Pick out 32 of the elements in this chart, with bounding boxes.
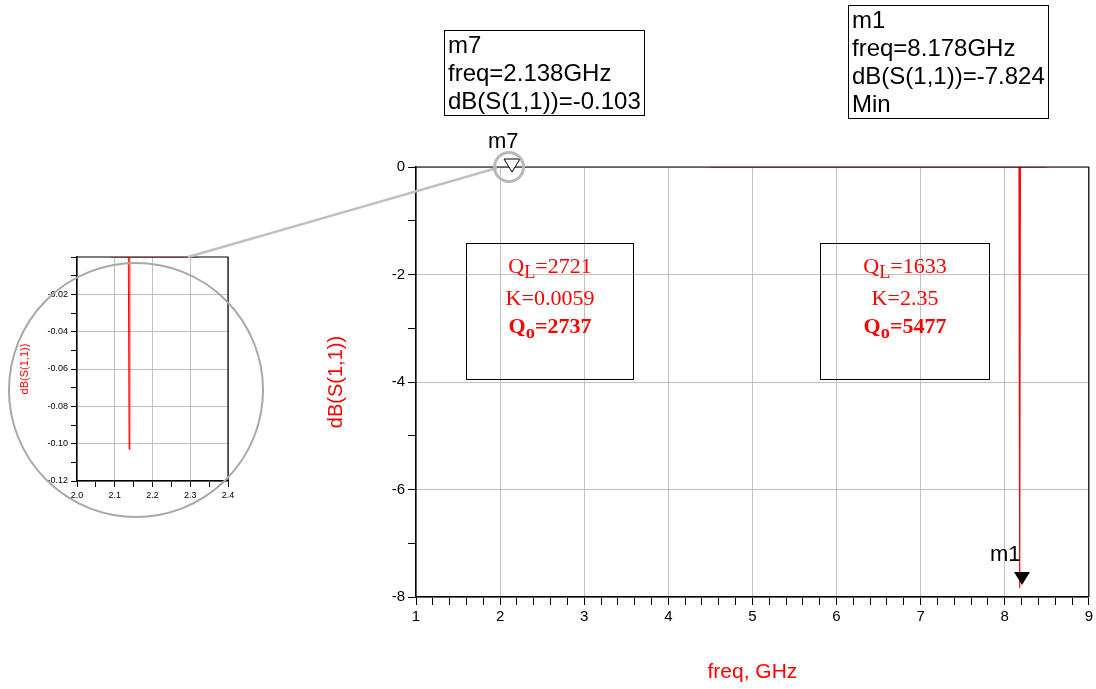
y-tick-label: -8 xyxy=(391,587,405,605)
x-axis-title: freq, GHz xyxy=(707,659,798,683)
y-tick-label: -0.12 xyxy=(47,475,68,486)
annotation: Q$_{L}$=2721 K=0.0059 Q$_{o}$=2737 xyxy=(504,252,596,345)
x-tick-label: 2 xyxy=(495,607,505,625)
x-tick-label: 2.3 xyxy=(183,489,197,500)
y-axis-title: dB(S(1,1)) xyxy=(323,335,346,429)
y-tick-label: -0.08 xyxy=(47,400,68,411)
x-tick-label: 2.0 xyxy=(70,489,84,500)
x-tick-label: 7 xyxy=(916,607,925,625)
x-tick-label: 8 xyxy=(1000,607,1009,625)
x-tick-label: 6 xyxy=(832,607,841,625)
x-tick-label: 3 xyxy=(580,607,589,625)
annotation: Q$_{L}$=1633 K=2.35 Q$_{o}$=5477 xyxy=(862,252,948,345)
x-tick-label: 4 xyxy=(664,607,673,625)
y-tick-label: -6 xyxy=(391,479,405,497)
y-tick-label: -4 xyxy=(391,372,405,390)
x-tick-label: 5 xyxy=(748,607,757,625)
y-tick-label: 0 xyxy=(396,157,405,175)
x-tick-label: 9 xyxy=(1084,607,1093,625)
x-tick-label: 2.1 xyxy=(108,489,122,500)
y-axis-title: dB(S(1,1)) xyxy=(17,343,30,395)
y-tick-label: -0.04 xyxy=(47,326,68,337)
x-tick-label: 2.4 xyxy=(221,489,235,500)
y-tick-label: -0.06 xyxy=(47,363,68,374)
text: m7 xyxy=(488,128,519,154)
y-tick-label: -0.10 xyxy=(47,438,68,449)
text: m7 freq=2.138GHz dB(S(1,1))=-0.103 xyxy=(448,31,641,115)
text: m1 freq=8.178GHz dB(S(1,1))=-7.824 Min xyxy=(852,6,1045,118)
x-tick-label: 1 xyxy=(411,607,421,625)
y-tick-label: -2 xyxy=(391,264,405,282)
x-tick-label: 2.2 xyxy=(146,489,159,500)
